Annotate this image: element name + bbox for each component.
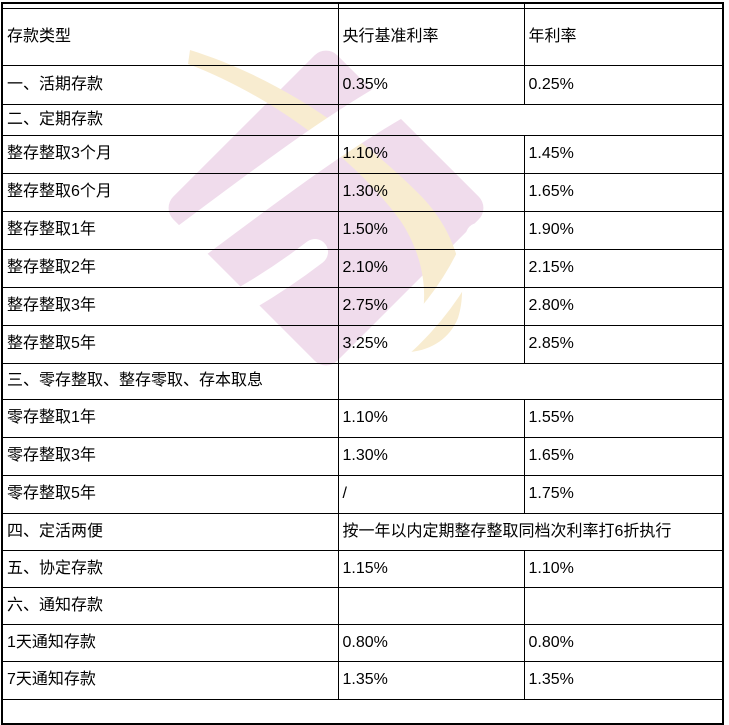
col-header-deposit-type: 存款类型 bbox=[1, 8, 339, 66]
cell-benchmark: 2.10% bbox=[337, 249, 525, 288]
table-row-demand-deposit: 一、活期存款 0.35% 0.25% bbox=[1, 65, 724, 105]
cell-benchmark: 1.15% bbox=[337, 550, 525, 588]
cell-benchmark: 1.10% bbox=[337, 135, 525, 174]
spacer-cell bbox=[1, 699, 724, 725]
cell-label: 零存整取3年 bbox=[1, 437, 339, 476]
cell-benchmark: 3.25% bbox=[337, 325, 525, 364]
table-row-agreement-deposit: 五、协定存款 1.15% 1.10% bbox=[1, 550, 724, 588]
cell-label: 零存整取1年 bbox=[1, 399, 339, 438]
cell-annual: 1.65% bbox=[523, 173, 724, 212]
cell-benchmark: / bbox=[337, 475, 525, 514]
section-row-installment: 三、零存整取、整存零取、存本取息 bbox=[1, 363, 724, 400]
cell-label: 一、活期存款 bbox=[1, 65, 339, 105]
cell-benchmark bbox=[337, 587, 525, 625]
section-row-flexible: 四、定活两便 按一年以内定期整存整取同档次利率打6折执行 bbox=[1, 513, 724, 551]
header-row: 存款类型 央行基准利率 年利率 bbox=[1, 8, 724, 66]
cell-annual: 2.15% bbox=[523, 249, 724, 288]
cell-label: 整存整取3个月 bbox=[1, 135, 339, 174]
cell-label: 四、定活两便 bbox=[1, 513, 339, 551]
cell-annual: 2.85% bbox=[523, 325, 724, 364]
cell-label: 五、协定存款 bbox=[1, 550, 339, 588]
cell-label: 二、定期存款 bbox=[1, 104, 339, 136]
cell-annual-highlighted: 1.90% bbox=[523, 211, 724, 250]
cell-label: 整存整取3年 bbox=[1, 287, 339, 326]
table-row-call-7d: 7天通知存款 1.35% 1.35% bbox=[1, 661, 724, 700]
cell-benchmark: 1.30% bbox=[337, 173, 525, 212]
table-row-call-1d: 1天通知存款 0.80% 0.80% bbox=[1, 624, 724, 662]
cell-annual-highlighted: 2.80% bbox=[523, 287, 724, 326]
section-row-call-deposit: 六、通知存款 bbox=[1, 587, 724, 625]
cell-annual-highlighted: 1.75% bbox=[523, 475, 724, 514]
cell-annual: 1.45% bbox=[523, 135, 724, 174]
cell-label: 整存整取5年 bbox=[1, 325, 339, 364]
cell-benchmark: 1.30% bbox=[337, 437, 525, 476]
cell-annual-highlighted: 1.10% bbox=[523, 550, 724, 588]
table-row-lump-5y: 整存整取5年 3.25% 2.85% bbox=[1, 325, 724, 364]
cell-label: 六、通知存款 bbox=[1, 587, 339, 625]
cell-benchmark: 0.35% bbox=[337, 65, 525, 105]
cell-annual-highlighted: 1.55% bbox=[523, 399, 724, 438]
table-row-lump-3y: 整存整取3年 2.75% 2.80% bbox=[1, 287, 724, 326]
table-row-lump-6m: 整存整取6个月 1.30% 1.65% bbox=[1, 173, 724, 212]
cell-merged-note: 按一年以内定期整存整取同档次利率打6折执行 bbox=[337, 513, 724, 551]
table-row-installment-1y: 零存整取1年 1.10% 1.55% bbox=[1, 399, 724, 438]
table-row-lump-3m: 整存整取3个月 1.10% 1.45% bbox=[1, 135, 724, 174]
cell-benchmark: 1.35% bbox=[337, 661, 525, 700]
cell-annual: 0.80% bbox=[523, 624, 724, 662]
cell-benchmark: 1.50% bbox=[337, 211, 525, 250]
table-row-installment-3y: 零存整取3年 1.30% 1.65% bbox=[1, 437, 724, 476]
table-row-lump-2y: 整存整取2年 2.10% 2.15% bbox=[1, 249, 724, 288]
col-header-benchmark-rate: 央行基准利率 bbox=[337, 8, 525, 66]
table-row-installment-5y: 零存整取5年 / 1.75% bbox=[1, 475, 724, 514]
cell-merged bbox=[337, 363, 724, 400]
cell-label: 零存整取5年 bbox=[1, 475, 339, 514]
cell-annual: 0.25% bbox=[523, 65, 724, 105]
cell-annual-highlighted bbox=[523, 587, 724, 625]
cell-label: 1天通知存款 bbox=[1, 624, 339, 662]
cell-benchmark: 2.75% bbox=[337, 287, 525, 326]
section-row-time-deposit: 二、定期存款 bbox=[1, 104, 724, 136]
bottom-spacer-row bbox=[1, 699, 724, 725]
cell-label: 整存整取1年 bbox=[1, 211, 339, 250]
cell-label: 整存整取2年 bbox=[1, 249, 339, 288]
cell-label: 三、零存整取、整存零取、存本取息 bbox=[1, 363, 339, 400]
cell-merged bbox=[337, 104, 724, 136]
table-row-lump-1y: 整存整取1年 1.50% 1.90% bbox=[1, 211, 724, 250]
cell-annual-highlighted: 1.65% bbox=[523, 437, 724, 476]
cell-label: 7天通知存款 bbox=[1, 661, 339, 700]
col-header-annual-rate: 年利率 bbox=[523, 8, 724, 66]
cell-label: 整存整取6个月 bbox=[1, 173, 339, 212]
cell-annual: 1.35% bbox=[523, 661, 724, 700]
cell-benchmark: 0.80% bbox=[337, 624, 525, 662]
cell-benchmark: 1.10% bbox=[337, 399, 525, 438]
